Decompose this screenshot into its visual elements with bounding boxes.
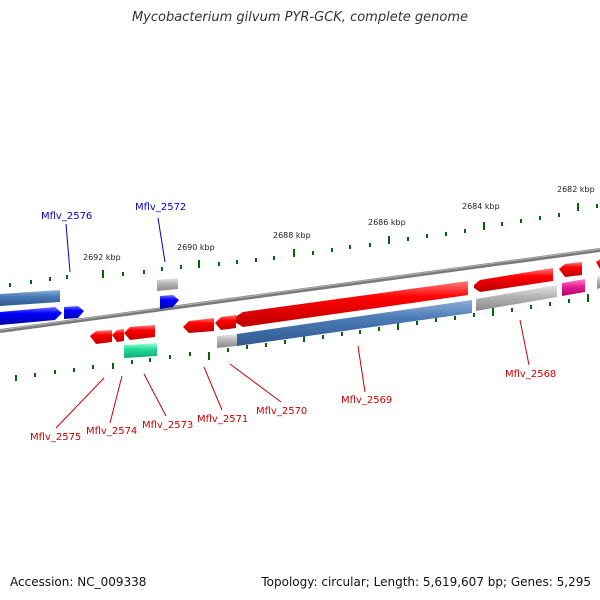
inner-track-genes	[90, 276, 600, 358]
connector-2568	[519, 319, 530, 366]
inner-scale-ticks	[15, 294, 589, 381]
connector-2575	[55, 377, 105, 429]
connector-2573	[143, 373, 167, 417]
connector-2570	[229, 363, 282, 403]
scale-label-2688: 2688 kbp	[273, 231, 311, 240]
gene-label-2572[interactable]: Mflv_2572	[135, 202, 186, 213]
scale-label-2682: 2682 kbp	[557, 185, 595, 194]
gene-arrow-red-2568-fwd	[474, 268, 553, 292]
gene-arrow-blue-2572	[160, 295, 179, 309]
scale-label-2686: 2686 kbp	[368, 218, 406, 227]
outer-track-red-genes	[235, 259, 600, 327]
gene-label-2571[interactable]: Mflv_2571	[197, 414, 248, 425]
connector-2569	[357, 345, 366, 393]
gene-arrow-red-2574	[112, 329, 124, 342]
gene-arrow-steel-2569	[237, 300, 472, 346]
gene-arrow-teal-2573	[124, 343, 157, 358]
genome-backbone	[0, 248, 600, 333]
gene-arrow-grey-edge	[597, 276, 600, 289]
topology-label: Topology: circular; Length: 5,619,607 bp…	[261, 575, 591, 589]
gene-arrow-grey-2572	[157, 278, 178, 291]
gene-arrow-red-small-right	[559, 262, 582, 277]
accession-label: Accession: NC_009338	[10, 575, 147, 589]
outer-scale-ticks	[9, 203, 598, 287]
gene-arrow-magenta	[562, 279, 585, 296]
connector-2574	[109, 375, 123, 424]
gene-arrow-grey-2570	[217, 334, 237, 348]
gene-arrow-red-2570-fwd	[235, 281, 468, 327]
genome-backbone-highlight	[0, 248, 600, 331]
scale-label-2684: 2684 kbp	[462, 202, 500, 211]
gene-arrow-red-edge	[596, 259, 600, 269]
gene-arrow-blue-left	[0, 307, 62, 325]
scale-label-2690: 2690 kbp	[177, 243, 215, 252]
gene-label-2573[interactable]: Mflv_2573	[142, 420, 193, 431]
gene-arrow-red-2571	[183, 318, 214, 333]
map-title: Mycobacterium gilvum PYR-GCK, complete g…	[131, 10, 469, 25]
gene-label-2569[interactable]: Mflv_2569	[341, 395, 392, 406]
gene-arrow-red-2570	[215, 315, 236, 330]
gene-arrow-red-2573	[124, 325, 155, 340]
gene-label-2575[interactable]: Mflv_2575	[30, 432, 81, 443]
gene-label-2574[interactable]: Mflv_2574	[86, 426, 137, 437]
gene-label-2568[interactable]: Mflv_2568	[505, 369, 556, 380]
gene-label-2570[interactable]: Mflv_2570	[256, 406, 307, 417]
gene-label-2576[interactable]: Mflv_2576	[41, 211, 92, 222]
connector-2571	[203, 366, 223, 411]
label-connectors	[55, 217, 530, 429]
scale-label-2692: 2692 kbp	[83, 253, 121, 262]
gene-arrow-blue-small	[64, 306, 84, 319]
connector-2576	[65, 223, 71, 273]
gene-arrow-grey-2568	[476, 285, 557, 311]
gene-arrow-red-2575	[90, 330, 112, 344]
gene-arrow-steel-outer	[0, 290, 60, 306]
outer-track-blue-genes	[0, 278, 179, 325]
connector-2572	[157, 217, 166, 263]
